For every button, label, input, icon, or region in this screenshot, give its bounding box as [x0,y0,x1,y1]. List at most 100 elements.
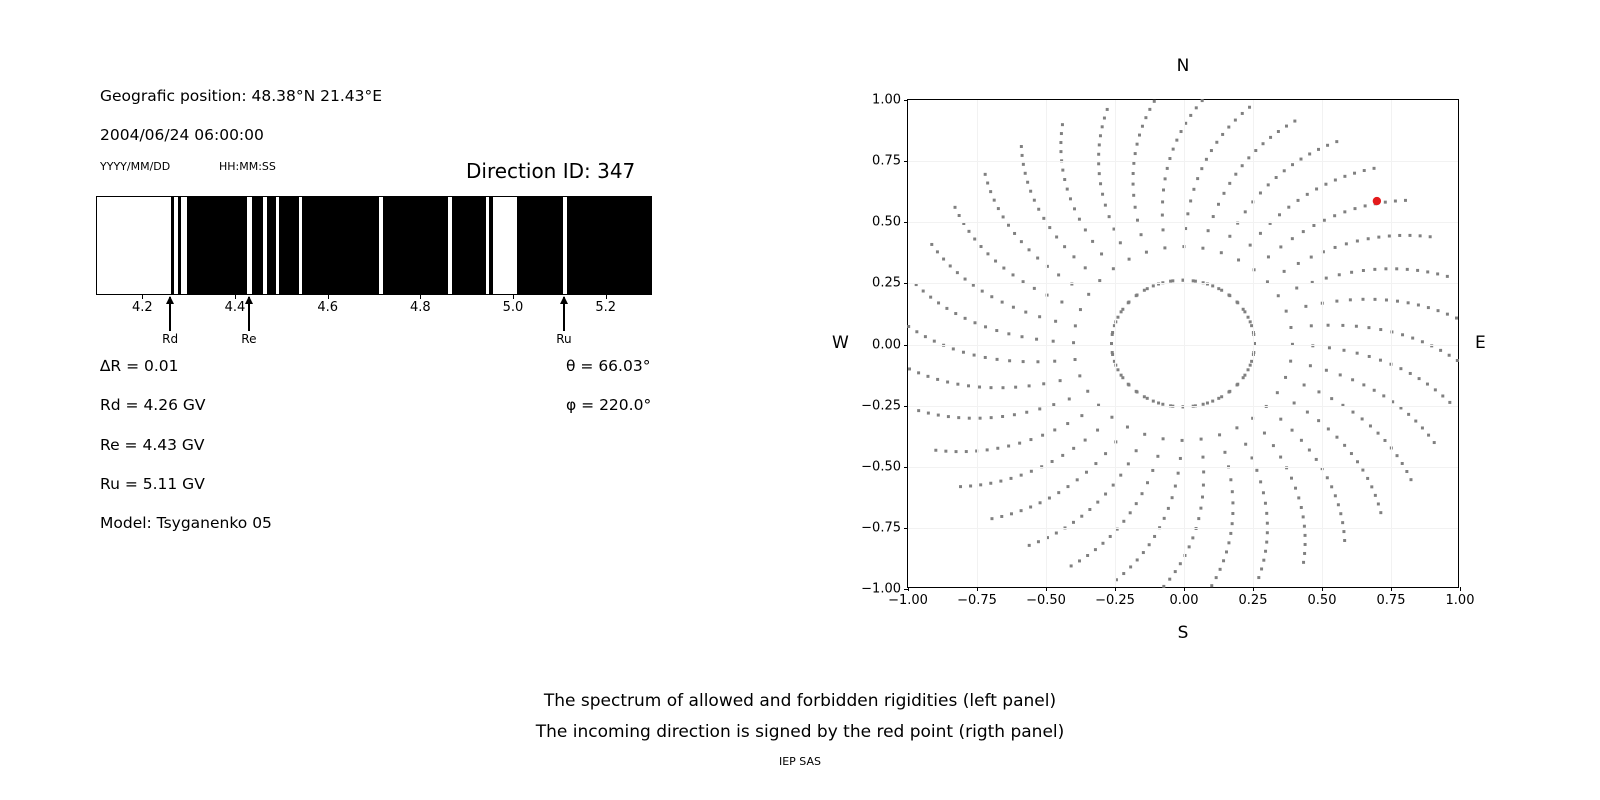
scatter-dot [1269,135,1273,139]
scatter-dot [1151,468,1155,472]
scatter-dot [1333,245,1337,249]
scatter-dot [1447,353,1451,357]
scatter-dot [1407,412,1411,416]
scatter-dot [1234,172,1238,176]
scatter-dot [1291,163,1295,167]
scatter-dot [1289,476,1293,480]
compass-label-north: N [1176,56,1190,76]
scatter-dot [1032,198,1036,202]
scatter-dot [1036,256,1040,260]
scatter-dot [1211,399,1215,403]
scatter-dot [1376,502,1380,506]
x-axis-tick [908,587,909,591]
arrow-head-icon [559,296,568,304]
scatter-dot [1289,359,1293,363]
scatter-dot [1426,306,1430,310]
scatter-dot [1335,140,1339,144]
scatter-dot [1127,300,1131,304]
scatter-dot [957,214,961,217]
scatter-dot [1041,433,1045,437]
scatter-dot [1274,176,1278,180]
scatter-dot [1284,124,1288,128]
scatter-dot [1448,400,1452,404]
scatter-dot [1025,410,1029,414]
scatter-dot [1246,315,1250,319]
scatter-dot [1268,221,1272,225]
scatter-dot [1119,473,1123,477]
scatter-dot [1001,386,1005,390]
scatter-dot [1353,171,1357,175]
scatter-dot [1131,182,1135,186]
y-axis-tick [904,100,908,101]
gridline-vertical [1115,100,1116,587]
y-axis-tick-label: −0.25 [861,398,901,414]
scatter-dot [1021,280,1025,284]
scatter-dot [1305,410,1309,414]
scatter-dot [1338,373,1342,377]
scatter-dot [1284,309,1288,313]
scatter-dot [1206,229,1210,233]
scatter-dot [1216,202,1220,206]
scatter-dot [1335,299,1339,303]
scatter-dot [1290,237,1294,241]
scatter-dot [1299,438,1303,442]
scatter-dot [990,517,994,521]
scatter-dot [1059,150,1063,154]
scatter-dot [1002,266,1006,270]
scatter-dot [1229,531,1233,535]
incoming-direction-marker [1372,196,1382,206]
scatter-dot [1201,246,1205,250]
scatter-dot [1037,207,1041,211]
scatter-dot [1366,237,1370,241]
scatter-dot [1020,153,1024,157]
allowed-band [492,197,517,294]
scatter-dot [1265,280,1269,284]
scatter-dot [1258,231,1262,235]
scatter-dot [1112,359,1116,363]
scatter-dot [1354,324,1358,328]
scatter-dot [929,295,933,299]
scatter-dot [1265,511,1269,515]
scatter-dot [1180,438,1184,442]
direction-map-panel: N S W E −1.00 −0.75 −0.50 −0.25 0.00 0.25 0.50… [820,40,1520,660]
scatter-dot [1308,364,1312,368]
y-axis-tick-label: −0.50 [861,459,901,475]
scatter-dot [1248,243,1252,247]
scatter-dot [1317,147,1321,151]
scatter-dot [1246,368,1250,372]
scatter-dot [923,335,927,339]
scatter-dot [1057,273,1061,277]
spectrum-axis-tick [605,295,607,299]
scatter-dot [1059,141,1063,145]
scatter-dot [1054,319,1058,323]
scatter-dot [1080,414,1084,418]
rigidity-spectrum-panel: Geografic position: 48.38°N 21.43°E 2004… [0,0,760,620]
scatter-dot [984,325,988,329]
param-delta-r: ∆R = 0.01 [100,357,179,375]
scatter-dot [1021,360,1025,364]
arrow-head-icon [244,296,253,304]
y-axis-tick-label: −1.00 [861,581,901,597]
scatter-dot [1261,491,1265,495]
x-axis-tick [1322,587,1323,591]
scatter-dot [1395,454,1399,458]
y-axis-tick-label: 1.00 [872,92,901,108]
scatter-dot [1097,403,1101,407]
scatter-dot [1134,449,1138,453]
scatter-dot [1050,459,1054,463]
scatter-dot [1184,227,1188,231]
scatter-dot [954,450,958,454]
scatter-dot [1065,187,1069,191]
scatter-dot [1401,333,1405,337]
param-phi: φ = 220.0° [566,396,652,414]
scatter-dot [1032,286,1036,290]
scatter-dot [1324,182,1328,186]
scatter-dot [1035,337,1039,341]
date-format-hint: YYYY/MM/DD [100,160,171,173]
scatter-dot [1021,162,1025,166]
scatter-dot [1072,341,1076,345]
scatter-dot [1406,301,1410,305]
scatter-dot [1118,241,1122,245]
scatter-dot [1235,383,1239,387]
spectrum-axis-tick-label: 5.0 [502,300,524,315]
